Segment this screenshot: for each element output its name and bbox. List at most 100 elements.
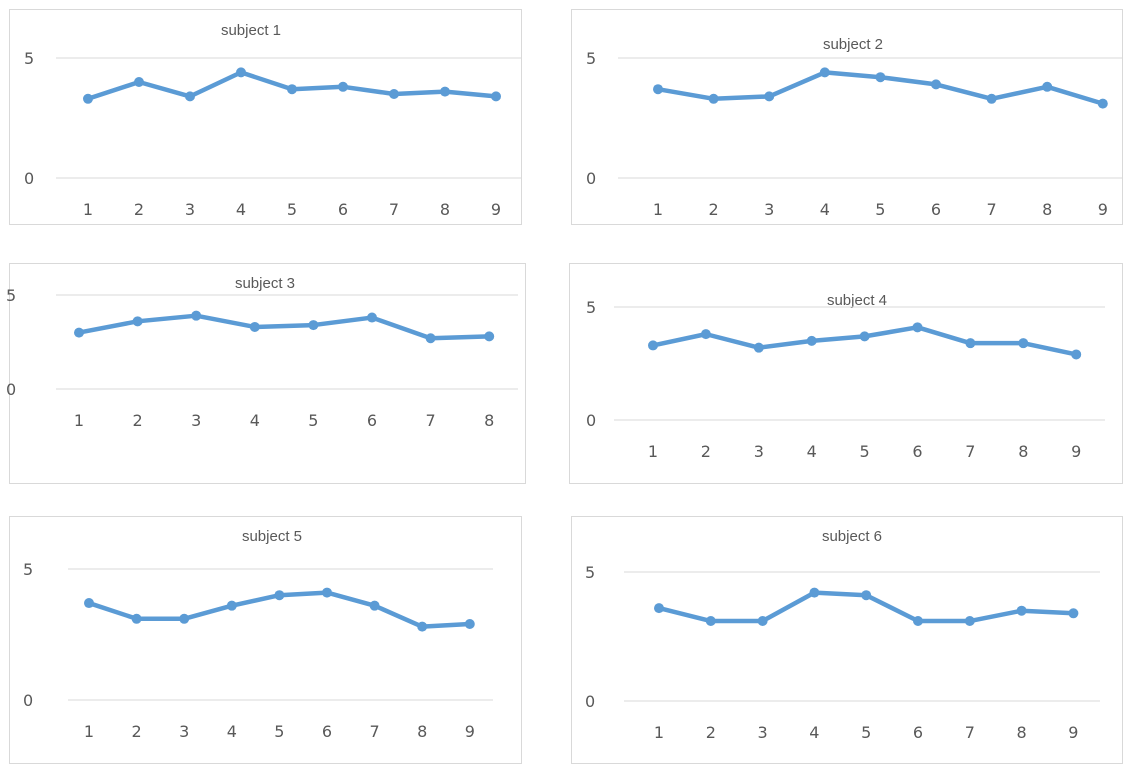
x-tick-label: 7	[965, 723, 975, 742]
x-tick-label: 4	[820, 200, 830, 219]
x-tick-label: 2	[706, 723, 716, 742]
x-tick-label: 9	[1071, 442, 1081, 461]
x-tick-label: 4	[236, 200, 246, 219]
data-point	[389, 89, 399, 99]
x-tick-label: 1	[84, 722, 94, 741]
y-tick-label: 5	[586, 298, 596, 317]
x-tick-label: 4	[809, 723, 819, 742]
y-tick-label: 0	[23, 691, 33, 710]
chart-svg-1: subject 1 0 5 1 2 3 4 5 6 7 8 9	[24, 22, 522, 219]
data-point	[484, 331, 495, 342]
data-point	[491, 91, 501, 102]
x-tick-label: 8	[440, 200, 450, 219]
x-tick-label: 5	[861, 723, 871, 742]
data-point	[1016, 605, 1027, 616]
chart-svg-5: subject 5 0 5 1 2 3 4 5 6 7 8 9	[23, 528, 493, 741]
x-tick-label: 3	[764, 200, 774, 219]
x-tick-label: 2	[709, 200, 719, 219]
x-tick-label: 5	[274, 722, 284, 741]
data-point	[806, 335, 817, 346]
data-point	[191, 310, 202, 321]
chart-panel-3: subject 3 0 5 1 2 3 4 5 6 7 8	[6, 263, 526, 484]
x-tick-label: 2	[132, 722, 142, 741]
data-point	[708, 93, 719, 104]
data-point	[1018, 338, 1029, 349]
data-point	[809, 587, 820, 598]
data-point	[654, 603, 664, 614]
data-point	[134, 77, 144, 87]
x-tick-label: 3	[754, 442, 764, 461]
data-point	[1042, 81, 1053, 92]
data-point	[653, 84, 663, 95]
data-point	[1068, 608, 1079, 619]
series-line	[76, 313, 492, 341]
data-point	[425, 333, 436, 344]
data-point	[1071, 349, 1082, 360]
data-point	[226, 600, 237, 611]
data-point	[912, 322, 923, 333]
chart-svg-4: subject 4 0 5 1 2 3 4 5 6 7 8 9	[586, 292, 1105, 461]
x-tick-label: 6	[913, 723, 923, 742]
x-tick-label: 8	[1018, 442, 1028, 461]
data-point	[417, 621, 428, 632]
x-tick-label: 3	[191, 411, 201, 430]
data-point	[369, 600, 380, 611]
data-point	[753, 342, 764, 353]
data-point	[249, 321, 260, 332]
y-tick-label: 5	[23, 560, 33, 579]
x-tick-label: 7	[370, 722, 380, 741]
x-tick-label: 6	[912, 442, 922, 461]
data-point	[986, 93, 997, 104]
x-tick-label: 2	[701, 442, 711, 461]
chart-title: subject 6	[822, 528, 882, 545]
data-point	[861, 590, 872, 601]
y-tick-label: 5	[585, 563, 595, 582]
y-tick-label: 0	[586, 169, 596, 188]
chart-panel-4: subject 4 0 5 1 2 3 4 5 6 7 8 9	[569, 263, 1123, 484]
chart-panel-6: subject 6 0 5 1 2 3 4 5 6 7 8 9	[571, 516, 1123, 764]
x-tick-label: 5	[287, 200, 297, 219]
data-point	[1097, 98, 1108, 109]
x-tick-label: 2	[134, 200, 144, 219]
x-tick-label: 1	[654, 723, 664, 742]
data-point	[83, 93, 93, 104]
x-tick-label: 1	[648, 442, 658, 461]
data-point	[875, 72, 886, 83]
y-tick-label: 0	[24, 169, 34, 188]
data-point	[367, 312, 377, 323]
x-tick-label: 9	[1098, 200, 1108, 219]
chart-title: subject 3	[235, 275, 295, 292]
x-tick-label: 7	[965, 442, 975, 461]
data-point	[132, 316, 143, 327]
data-point	[764, 91, 775, 102]
x-tick-label: 4	[807, 442, 817, 461]
data-point	[464, 619, 475, 630]
x-tick-label: 3	[185, 200, 195, 219]
data-point	[648, 340, 658, 351]
chart-title: subject 2	[823, 36, 883, 53]
data-point	[308, 320, 319, 331]
y-tick-label: 0	[586, 411, 596, 430]
x-tick-label: 9	[465, 722, 475, 741]
x-tick-label: 1	[74, 411, 84, 430]
data-point	[84, 598, 94, 609]
data-point	[705, 616, 716, 627]
chart-svg-3: subject 3 0 5 1 2 3 4 5 6 7 8	[6, 275, 518, 430]
data-point	[964, 616, 975, 627]
x-tick-label: 6	[931, 200, 941, 219]
data-point	[859, 331, 870, 342]
y-tick-label: 0	[6, 380, 16, 399]
chart-panel-1: subject 1 0 5 1 2 3 4 5 6 7 8 9	[9, 9, 522, 225]
y-tick-label: 5	[586, 49, 596, 68]
x-tick-label: 3	[758, 723, 768, 742]
x-tick-label: 8	[1042, 200, 1052, 219]
chart-title: subject 1	[221, 22, 281, 39]
x-tick-label: 5	[875, 200, 885, 219]
data-point	[74, 327, 84, 338]
x-tick-label: 6	[322, 722, 332, 741]
x-tick-label: 7	[389, 200, 399, 219]
x-tick-label: 8	[417, 722, 427, 741]
y-tick-label: 0	[585, 692, 595, 711]
data-point	[131, 613, 142, 624]
data-point	[236, 67, 246, 78]
